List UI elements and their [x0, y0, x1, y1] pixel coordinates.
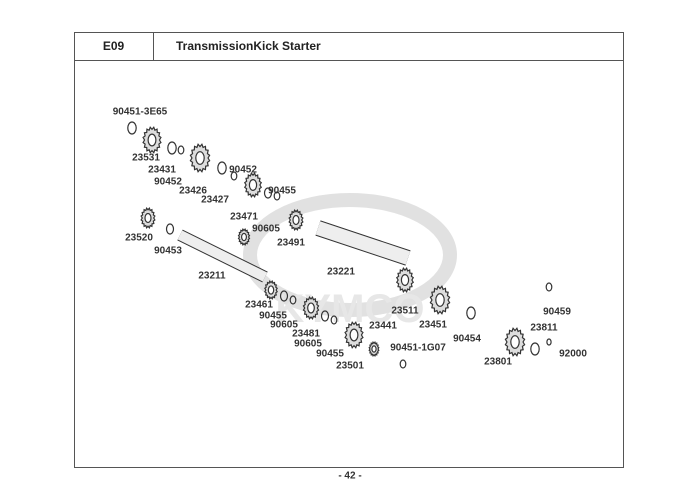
- gear-part: [264, 280, 278, 300]
- section-title: TransmissionKick Starter: [154, 32, 624, 61]
- washer-part: [217, 161, 227, 175]
- part-label: 90452: [154, 176, 182, 188]
- part-label: 90452: [229, 164, 257, 176]
- part-label: 90455: [316, 348, 344, 360]
- part-label: 90455: [259, 310, 287, 322]
- part-label: 90454: [453, 333, 481, 345]
- gear-part: [302, 296, 320, 320]
- washer-part: [289, 295, 297, 305]
- part-label: 23471: [230, 211, 258, 223]
- part-label: 23801: [484, 356, 512, 368]
- part-label: 23531: [132, 152, 160, 164]
- washer-part: [530, 342, 540, 356]
- part-label: 90605: [252, 223, 280, 235]
- gear-part: [344, 321, 364, 349]
- gear-part: [243, 172, 263, 198]
- part-label: 90453: [154, 245, 182, 257]
- part-label: 23441: [369, 320, 397, 332]
- gear-part: [504, 327, 526, 357]
- part-label: 90451-3E65: [112, 106, 168, 118]
- washer-part: [546, 338, 552, 346]
- kymco-watermark-logo: KYMCO: [243, 193, 457, 331]
- part-label: 23427: [201, 194, 229, 206]
- part-label: 92000: [559, 348, 587, 360]
- washer-part: [545, 282, 553, 292]
- gear-part: [368, 340, 380, 358]
- part-label: 23491: [277, 237, 305, 249]
- washer-part: [127, 121, 137, 135]
- washer-part: [273, 191, 281, 201]
- part-label: 23501: [336, 360, 364, 372]
- gear-part: [142, 126, 162, 154]
- gear-part: [189, 143, 211, 173]
- part-label: 23431: [148, 164, 176, 176]
- washer-part: [399, 359, 407, 369]
- part-label: 23211: [198, 270, 226, 282]
- part-label: 90455: [268, 185, 296, 197]
- washer-part: [165, 223, 175, 235]
- washer-part: [330, 315, 338, 325]
- washer-part: [466, 306, 476, 320]
- washer-part: [263, 187, 273, 199]
- washer-part: [279, 290, 289, 302]
- part-label: 90451-1G07: [390, 342, 446, 354]
- washer-part: [320, 310, 330, 322]
- part-label: 23481: [292, 328, 320, 340]
- part-label: 90459: [543, 306, 571, 318]
- gear-part: [288, 209, 304, 231]
- washer-part: [177, 145, 185, 155]
- svg-text:KYMCO: KYMCO: [276, 287, 425, 331]
- gear-part: [140, 207, 156, 229]
- part-label: 23511: [391, 305, 419, 317]
- part-label: 90605: [270, 319, 298, 331]
- part-label: 90605: [294, 338, 322, 350]
- section-code: E09: [74, 32, 154, 61]
- page-number: - 42 -: [338, 470, 362, 482]
- gear-part: [395, 267, 415, 293]
- part-label: 23811: [530, 322, 558, 334]
- part-label: 23451: [419, 319, 447, 331]
- part-label: 23520: [125, 232, 153, 244]
- washer-part: [230, 171, 238, 181]
- part-label: 23426: [179, 185, 207, 197]
- washer-part: [167, 141, 177, 155]
- diagram-frame: [74, 32, 624, 468]
- part-label: 23461: [245, 299, 273, 311]
- counter-shaft-23221: [315, 220, 411, 266]
- part-label: 23221: [327, 266, 355, 278]
- gear-part: [237, 227, 251, 247]
- main-shaft-23211: [177, 229, 268, 283]
- gear-part: [429, 285, 451, 315]
